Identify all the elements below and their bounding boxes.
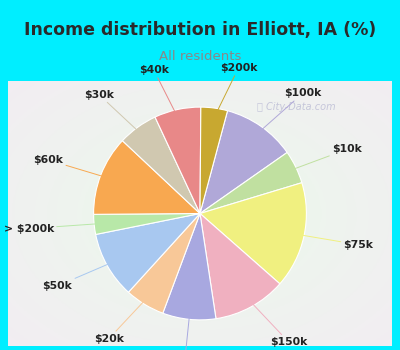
Wedge shape	[94, 214, 200, 235]
Wedge shape	[96, 214, 200, 292]
Text: ⓘ City-Data.com: ⓘ City-Data.com	[257, 102, 335, 112]
Wedge shape	[200, 107, 228, 214]
Text: $200k: $200k	[212, 63, 257, 121]
Text: $30k: $30k	[84, 90, 145, 138]
Text: $125k: $125k	[166, 307, 204, 350]
Text: $100k: $100k	[254, 88, 322, 137]
Wedge shape	[200, 183, 306, 284]
Wedge shape	[94, 141, 200, 214]
Wedge shape	[200, 111, 287, 214]
Text: $75k: $75k	[292, 233, 373, 250]
Text: $40k: $40k	[139, 65, 180, 122]
Text: Income distribution in Elliott, IA (%): Income distribution in Elliott, IA (%)	[24, 21, 376, 39]
Wedge shape	[200, 153, 302, 214]
Text: $50k: $50k	[42, 260, 118, 291]
Text: $150k: $150k	[245, 296, 308, 347]
Wedge shape	[163, 214, 216, 320]
Text: > $200k: > $200k	[4, 223, 107, 233]
Wedge shape	[200, 214, 280, 319]
Text: $20k: $20k	[94, 293, 151, 344]
Wedge shape	[122, 117, 200, 214]
Text: All residents: All residents	[159, 49, 241, 63]
Wedge shape	[128, 214, 200, 313]
Text: $60k: $60k	[33, 155, 113, 180]
Wedge shape	[155, 107, 201, 214]
Text: $10k: $10k	[284, 144, 362, 173]
